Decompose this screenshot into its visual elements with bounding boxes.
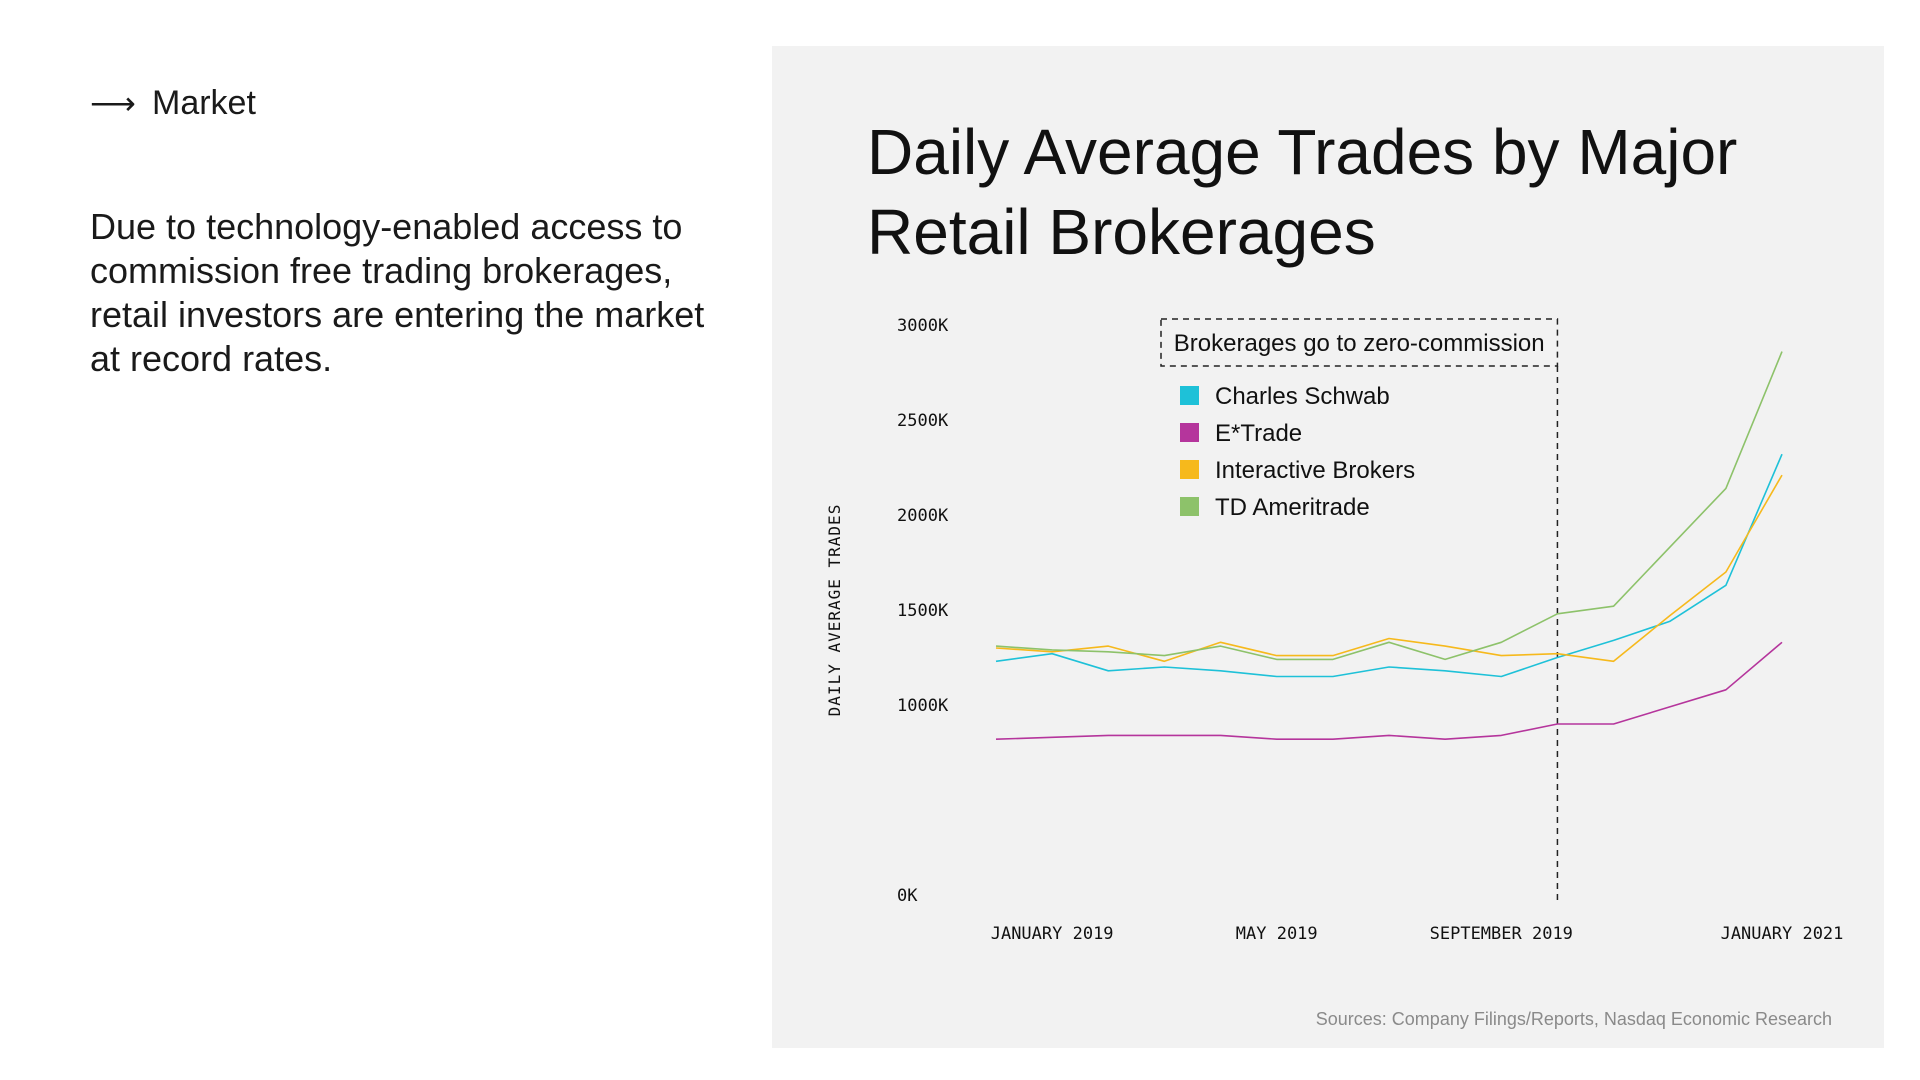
y-tick-label: 3000K (897, 316, 949, 336)
series-line (995, 351, 1783, 661)
intro-text: Due to technology-enabled access to comm… (90, 206, 705, 379)
legend-label: E*Trade (1215, 420, 1302, 447)
y-tick-label: 1000K (897, 696, 949, 716)
annotation-label: Brokerages go to zero-commission (1174, 330, 1545, 357)
legend-label: Interactive Brokers (1215, 457, 1415, 484)
annotation-box (1160, 318, 1559, 367)
y-tick-label: 2000K (897, 506, 949, 526)
x-tick-label: MAY 2019 (1236, 924, 1318, 944)
legend-swatch (1180, 423, 1199, 442)
series-line (995, 474, 1783, 663)
arrow-right-icon: ⟶ (90, 85, 136, 121)
section-label-text: Market (152, 84, 256, 122)
chart-panel: Daily Average Trades by Major Retail Bro… (772, 46, 1884, 1048)
y-tick-label: 2500K (897, 411, 949, 431)
legend-swatch (1180, 460, 1199, 479)
line-chart: 0K 1000K 1500K 2000K 2500K 3000K DAILY AVERAGE… (825, 316, 1844, 944)
legend-label: Charles Schwab (1215, 383, 1390, 410)
section-label: ⟶ Market (90, 84, 256, 123)
series-line (995, 641, 1783, 741)
legend-label: TD Ameritrade (1215, 494, 1370, 521)
x-tick-label: JANUARY 2021 (1721, 924, 1844, 944)
legend-swatch (1180, 497, 1199, 516)
y-tick-label: 0K (897, 886, 918, 906)
legend-swatch (1180, 386, 1199, 405)
x-tick-label: JANUARY 2019 (991, 924, 1114, 944)
y-axis-title: DAILY AVERAGE TRADES (825, 504, 844, 717)
x-tick-label: SEPTEMBER 2019 (1430, 924, 1573, 944)
series-line (995, 453, 1783, 678)
chart-title: Daily Average Trades by Major Retail Bro… (867, 116, 1738, 268)
y-tick-label: 1500K (897, 601, 949, 621)
source-note: Sources: Company Filings/Reports, Nasdaq… (1315, 1009, 1832, 1029)
